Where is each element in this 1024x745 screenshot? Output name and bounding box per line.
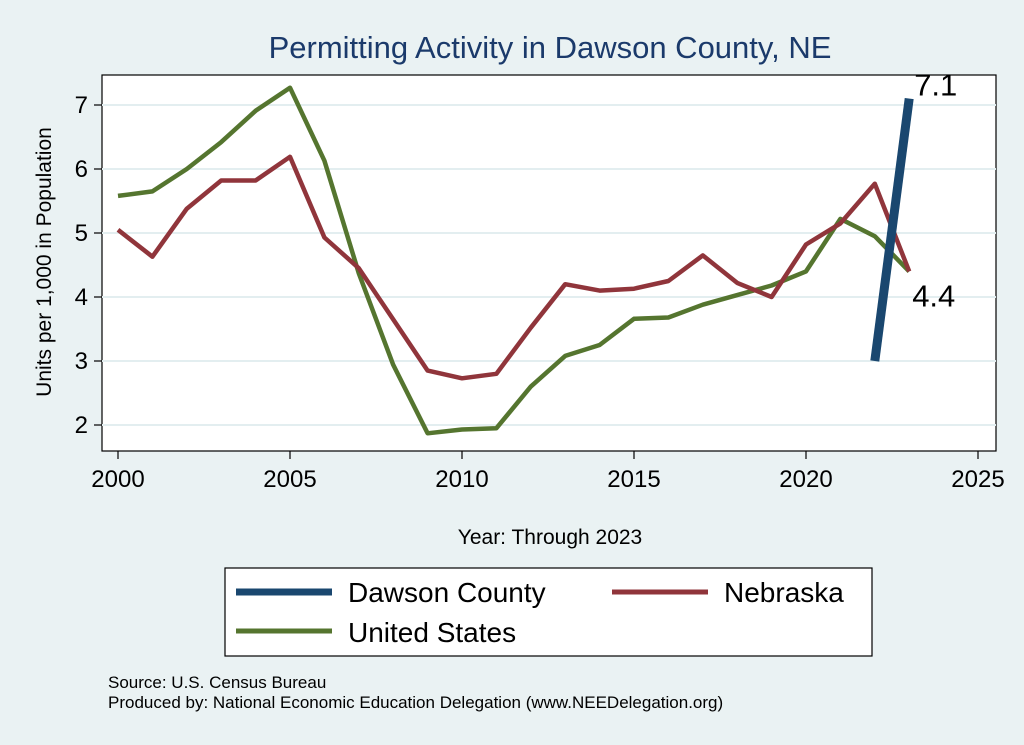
y-axis: 2 3 4 5 6 7 (75, 92, 102, 439)
y-tick-label: 6 (75, 156, 88, 183)
legend-label-dawson-county: Dawson County (348, 577, 546, 608)
dawson-county-line (870, 98, 914, 362)
legend-label-united-states: United States (348, 617, 516, 648)
y-tick-label: 7 (75, 92, 88, 119)
x-axis-label: Year: Through 2023 (458, 526, 643, 549)
y-tick-label: 3 (75, 348, 88, 375)
series-lines (116, 85, 914, 436)
y-tick-label: 4 (75, 284, 88, 311)
y-tick-label: 5 (75, 220, 88, 247)
grid-lines (102, 104, 996, 426)
x-tick-label: 2000 (91, 466, 144, 493)
legend-label-nebraska: Nebraska (724, 577, 844, 608)
y-tick-label: 2 (75, 412, 88, 439)
plot-area (101, 74, 997, 452)
x-tick-label: 2020 (779, 466, 832, 493)
producer-note: Produced by: National Economic Education… (108, 693, 723, 712)
chart-title: Permitting Activity in Dawson County, NE (269, 30, 832, 65)
united-states-line (117, 85, 911, 436)
x-tick-label: 2025 (951, 466, 1004, 493)
x-tick-label: 2010 (435, 466, 488, 493)
dawson-end-label: 7.1 (914, 68, 957, 103)
legend (224, 567, 873, 657)
x-axis: 2000 2005 2010 2015 2020 2025 (91, 451, 1005, 493)
x-tick-label: 2015 (607, 466, 660, 493)
x-tick-label: 2005 (263, 466, 316, 493)
nebraska-end-label: 4.4 (912, 278, 955, 313)
nebraska-line (116, 154, 912, 381)
y-axis-label: Units per 1,000 in Population (33, 127, 56, 397)
source-note: Source: U.S. Census Bureau (108, 673, 326, 692)
